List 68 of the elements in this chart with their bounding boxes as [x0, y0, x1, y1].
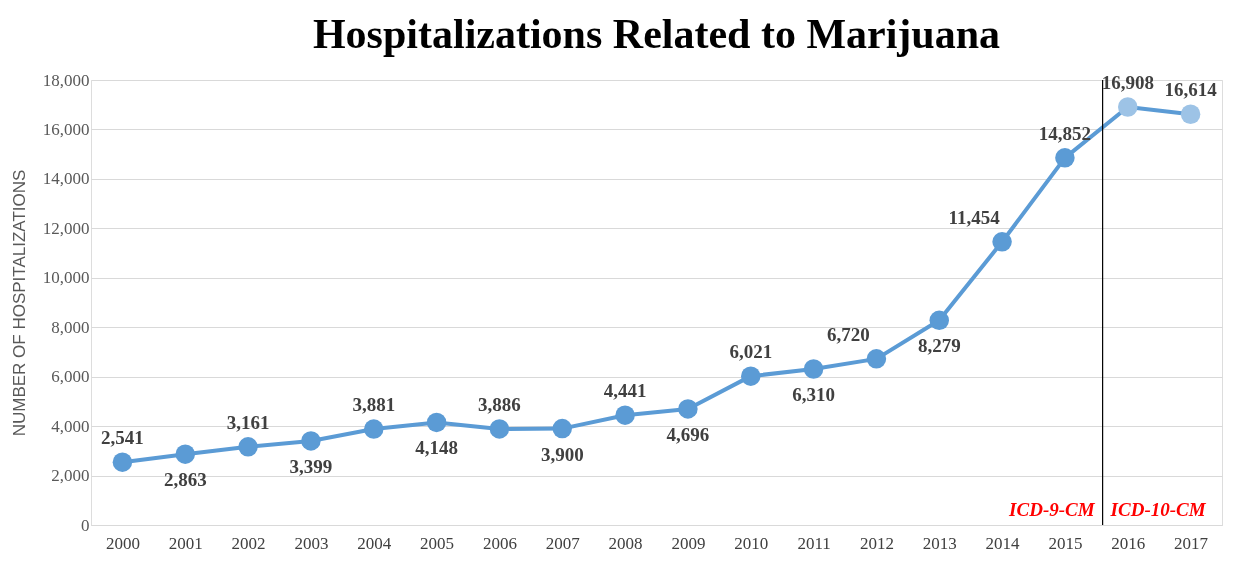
- point: [364, 419, 384, 439]
- point: [803, 359, 824, 379]
- x-tick-label: 2001: [168, 533, 203, 553]
- x-tick-label: 2009: [671, 533, 706, 553]
- y-tick-label: 18,000: [42, 70, 90, 90]
- x-tick-label: 2017: [1174, 533, 1209, 553]
- point: [175, 444, 195, 464]
- point: [929, 310, 949, 331]
- annotation: ICD-10-CM: [1109, 499, 1207, 520]
- point: [741, 366, 761, 386]
- x-tick-label: 2014: [985, 533, 1021, 553]
- data-label: 2,541: [101, 427, 144, 449]
- data-label: 2,863: [163, 469, 207, 491]
- point: [112, 452, 133, 472]
- x-tick-label: 2007: [545, 533, 581, 553]
- y-tick-label: 10,000: [42, 268, 90, 288]
- data-label: 4,148: [415, 437, 458, 459]
- data-label: 3,161: [226, 411, 270, 433]
- data-label: 11,454: [948, 206, 1001, 228]
- point: [1180, 104, 1201, 124]
- point: [489, 419, 510, 439]
- data-label: 3,399: [289, 455, 333, 477]
- data-label: 6,021: [729, 341, 773, 363]
- data-label: 4,696: [666, 423, 710, 445]
- x-tick-label: 2005: [420, 533, 455, 553]
- point: [301, 431, 321, 451]
- x-tick-label: 2015: [1048, 533, 1083, 553]
- point: [552, 418, 572, 439]
- y-tick-label: 8,000: [51, 317, 90, 337]
- data-label: 6,310: [792, 384, 835, 405]
- data-label: 3,886: [478, 393, 521, 415]
- x-tick-label: 2006: [482, 533, 517, 553]
- y-axis-title: NUMBER OF HOSPITALIZATIONS: [9, 169, 29, 437]
- point: [1118, 97, 1138, 117]
- point: [615, 405, 635, 425]
- data-label: 16,908: [1101, 72, 1154, 93]
- x-tick-label: 2008: [608, 533, 643, 553]
- point: [678, 399, 698, 419]
- x-tick-label: 2000: [105, 533, 140, 553]
- y-tick-label: 6,000: [51, 367, 90, 387]
- point: [238, 437, 258, 457]
- x-tick-label: 2013: [922, 533, 957, 553]
- data-label: 8,279: [917, 335, 961, 357]
- x-tick-label: 2002: [231, 533, 266, 553]
- point: [992, 232, 1012, 252]
- x-tick-label: 2004: [357, 533, 392, 553]
- x-tick-label: 2003: [294, 533, 329, 553]
- data-label: 6,720: [827, 323, 870, 345]
- y-tick-label: 16,000: [42, 119, 90, 139]
- y-tick-label: 14,000: [42, 169, 90, 189]
- data-label: 4,441: [603, 380, 647, 402]
- y-tick-label: 2,000: [51, 466, 90, 486]
- x-tick-label: 2012: [859, 533, 894, 553]
- data-label: 16,614: [1164, 79, 1218, 101]
- data-label: 14,852: [1038, 122, 1092, 144]
- y-tick-label: 12,000: [42, 218, 90, 238]
- x-tick-label: 2010: [734, 533, 769, 553]
- x-tick-label: 2016: [1111, 533, 1146, 553]
- annotation: ICD-9-CM: [1008, 499, 1096, 520]
- chart-title: Hospitalizations Related to Marijuana: [312, 11, 1001, 57]
- y-tick-label: 0: [81, 515, 90, 535]
- point: [426, 412, 447, 433]
- point: [1055, 148, 1075, 168]
- data-label: 3,900: [540, 443, 584, 465]
- y-tick-label: 4,000: [51, 416, 90, 436]
- point: [866, 349, 887, 369]
- data-label: 3,881: [352, 394, 396, 416]
- x-tick-label: 2011: [797, 533, 831, 553]
